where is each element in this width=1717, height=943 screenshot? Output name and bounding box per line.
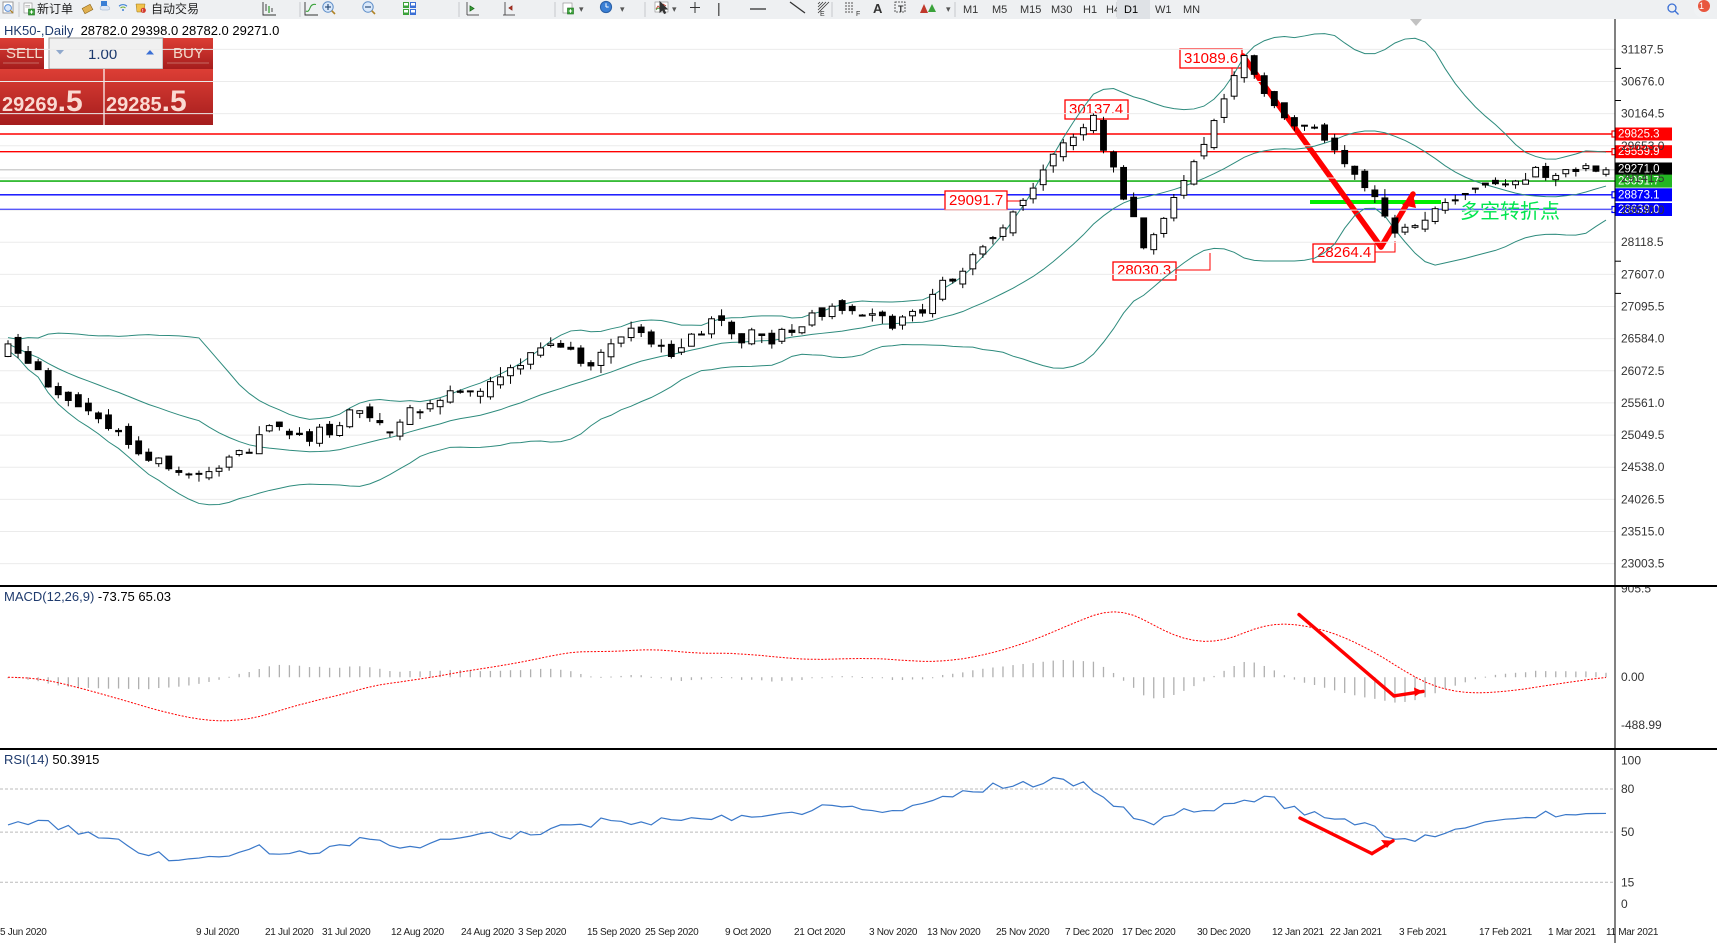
svg-text:24026.5: 24026.5 <box>1621 492 1665 506</box>
svg-text:M5: M5 <box>992 4 1007 16</box>
svg-text:31187.5: 31187.5 <box>1621 42 1664 56</box>
svg-text:27607.0: 27607.0 <box>1621 267 1665 281</box>
svg-text:M30: M30 <box>1051 4 1072 16</box>
svg-text:0: 0 <box>1621 897 1628 911</box>
svg-text:24538.0: 24538.0 <box>1621 460 1665 474</box>
svg-text:25561.0: 25561.0 <box>1621 396 1665 410</box>
svg-text:H1: H1 <box>1083 4 1097 16</box>
svg-text:23515.0: 23515.0 <box>1621 524 1665 538</box>
svg-text:905.5: 905.5 <box>1621 587 1651 596</box>
svg-text:26584.0: 26584.0 <box>1621 332 1665 346</box>
svg-text:-488.99: -488.99 <box>1621 718 1662 732</box>
svg-text:▾: ▾ <box>620 4 625 14</box>
svg-text:|: | <box>717 0 721 16</box>
svg-text:D1: D1 <box>1124 4 1138 16</box>
svg-text:23003.5: 23003.5 <box>1621 557 1665 571</box>
svg-text:E: E <box>820 11 825 18</box>
svg-text:T: T <box>898 4 904 14</box>
svg-text:80: 80 <box>1621 782 1635 796</box>
svg-text:100: 100 <box>1621 753 1641 767</box>
svg-text:MN: MN <box>1183 4 1200 16</box>
svg-text:1: 1 <box>1699 1 1704 11</box>
svg-text:50: 50 <box>1621 825 1635 839</box>
svg-text:26072.5: 26072.5 <box>1621 364 1665 378</box>
svg-text:自动交易: 自动交易 <box>151 1 199 16</box>
svg-text:▾: ▾ <box>672 4 677 14</box>
svg-text:25049.5: 25049.5 <box>1621 428 1665 442</box>
svg-text:M1: M1 <box>963 4 978 16</box>
svg-text:▾: ▾ <box>579 4 584 14</box>
svg-text:15: 15 <box>1621 875 1635 889</box>
svg-text:30164.5: 30164.5 <box>1621 107 1665 121</box>
svg-text:29653.0: 29653.0 <box>1621 139 1665 153</box>
svg-text:新订单: 新订单 <box>37 1 73 16</box>
svg-text:27095.5: 27095.5 <box>1621 300 1665 314</box>
svg-text:▾: ▾ <box>946 4 951 14</box>
svg-text:0.00: 0.00 <box>1621 670 1645 684</box>
svg-text:M15: M15 <box>1020 4 1041 16</box>
svg-text:29141.5: 29141.5 <box>1621 171 1665 185</box>
svg-text:28118.5: 28118.5 <box>1621 235 1664 249</box>
svg-text:W1: W1 <box>1155 4 1172 16</box>
svg-text:30676.0: 30676.0 <box>1621 75 1665 89</box>
svg-text:F: F <box>856 11 860 18</box>
svg-text:28630.0: 28630.0 <box>1621 203 1665 217</box>
svg-text:A: A <box>873 1 883 16</box>
